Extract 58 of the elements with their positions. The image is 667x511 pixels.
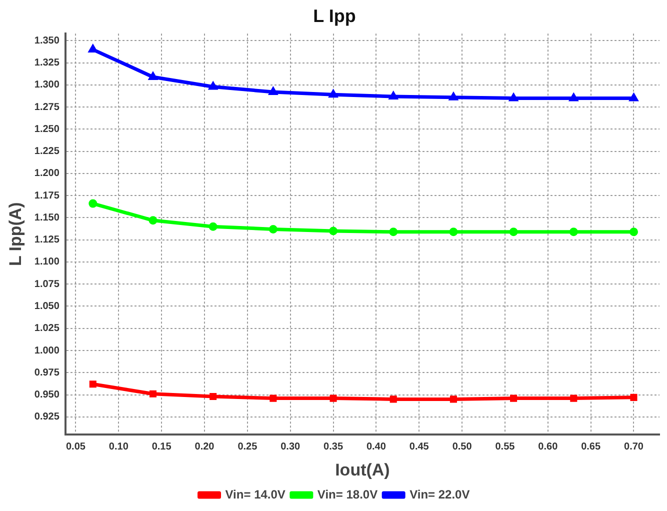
y-tick-label: 1.275 <box>34 102 60 113</box>
point <box>208 222 218 231</box>
point <box>148 216 158 225</box>
y-tick-label: 0.950 <box>34 390 60 401</box>
chart-title: L Ipp <box>313 6 356 26</box>
y-tick-label: 1.150 <box>34 212 60 224</box>
point <box>449 228 458 236</box>
x-tick-label: 0.55 <box>495 441 516 452</box>
y-tick-label: 1.025 <box>34 323 60 334</box>
y-tick-label: 1.300 <box>34 80 60 91</box>
y-axis-title: L Ipp(A) <box>6 202 25 266</box>
point <box>629 228 638 236</box>
x-tick-label: 0.70 <box>624 441 644 452</box>
y-tick-label: 1.175 <box>34 190 60 202</box>
point <box>270 394 277 402</box>
x-tick-label: 0.50 <box>452 441 472 452</box>
point <box>570 394 578 402</box>
point <box>389 228 398 236</box>
point <box>569 228 578 236</box>
point <box>268 224 278 234</box>
y-tick-label: 1.325 <box>34 58 60 69</box>
y-tick-label: 1.000 <box>34 345 60 356</box>
y-tick-label: 1.225 <box>34 146 60 158</box>
point <box>89 380 96 388</box>
legend-label: Vin= 18.0V <box>317 487 378 502</box>
x-tick-label: 0.15 <box>152 441 172 452</box>
x-tick-label: 0.35 <box>324 441 344 452</box>
x-axis-title: Iout(A) <box>335 460 390 480</box>
y-tick-label: 1.200 <box>34 168 60 180</box>
y-tick-label: 1.075 <box>34 278 60 290</box>
x-tick-label: 0.20 <box>194 441 215 452</box>
y-tick-label: 1.350 <box>34 35 60 46</box>
y-tick-label: 1.125 <box>34 234 60 246</box>
legend-label: Vin= 22.0V <box>410 487 470 502</box>
legend-label: Vin= 14.0V <box>225 487 286 502</box>
x-tick-label: 0.40 <box>366 441 386 452</box>
y-tick-label: 1.250 <box>34 124 60 135</box>
y-tick-label: 1.100 <box>34 256 60 268</box>
y-tick-label: 0.925 <box>34 412 60 423</box>
point <box>149 390 157 398</box>
point <box>509 228 518 236</box>
x-tick-label: 0.05 <box>66 441 86 452</box>
y-tick-label: 1.050 <box>34 300 60 312</box>
x-tick-label: 0.25 <box>238 441 258 452</box>
x-tick-label: 0.45 <box>409 441 430 452</box>
point <box>510 394 518 402</box>
x-tick-label: 0.30 <box>280 441 301 452</box>
point <box>88 199 98 208</box>
point <box>210 393 217 400</box>
point <box>330 394 337 402</box>
point <box>630 394 638 401</box>
point <box>450 396 457 403</box>
point <box>329 226 338 236</box>
x-tick-label: 0.65 <box>581 441 601 452</box>
x-tick-label: 0.60 <box>538 441 558 452</box>
y-tick-label: 0.975 <box>34 367 60 378</box>
point <box>390 396 397 403</box>
x-tick-label: 0.10 <box>108 441 129 452</box>
